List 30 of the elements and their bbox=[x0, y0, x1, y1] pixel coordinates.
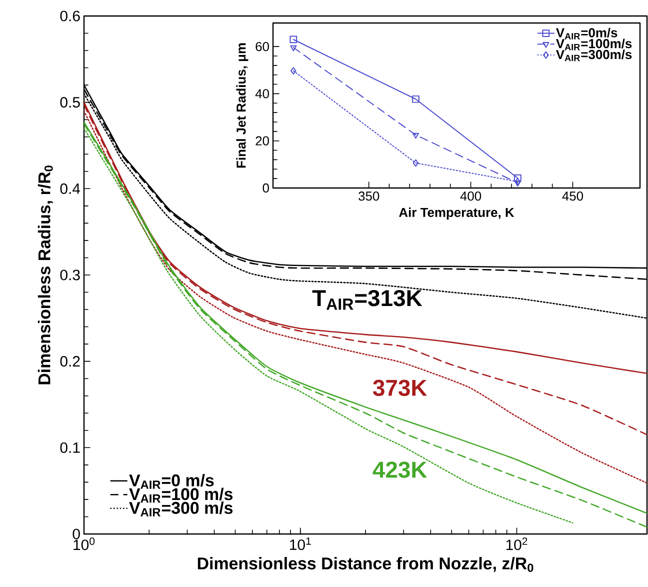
legend-label: V$_{AIR}$=0m/s bbox=[556, 28, 618, 40]
y-tick-label: 0.4 bbox=[60, 183, 80, 194]
x-tick-label: 450 bbox=[562, 192, 584, 201]
y-tick-label: 0.1 bbox=[60, 442, 80, 453]
y-axis-title: Dimensionless Radius, r/R$_{0}$ bbox=[38, 166, 53, 384]
x-tick-label: 10$^{1}$ bbox=[290, 538, 311, 550]
annotation: 373K bbox=[372, 380, 428, 396]
y-tick-label: 0 bbox=[72, 528, 80, 540]
x-axis-title: Dimensionless Distance from Nozzle, z/R$_{0}$ bbox=[198, 557, 534, 572]
x-tick-label: 10$^{2}$ bbox=[506, 538, 528, 550]
y-tick-label: 0 bbox=[262, 183, 269, 193]
y-tick-label: 0.3 bbox=[60, 270, 80, 280]
legend-label: V$_{AIR}$=300 m/s bbox=[129, 502, 233, 516]
x-axis-title: Air Temperature, K bbox=[399, 208, 514, 220]
annotation: 423K bbox=[372, 462, 428, 478]
legend-label: V$_{AIR}$=0 m/s bbox=[129, 474, 214, 489]
annotation: T$_{AIR}$=313K bbox=[312, 290, 422, 310]
x-tick-label: 350 bbox=[358, 192, 380, 201]
legend-label: V$_{AIR}$=100 m/s bbox=[129, 488, 233, 503]
y-tick-label: 40 bbox=[255, 89, 269, 98]
y-tick-label: 0.5 bbox=[60, 97, 80, 108]
legend-label: V$_{AIR}$=100m/s bbox=[556, 38, 632, 50]
x-tick-label: 10$^{0}$ bbox=[74, 538, 95, 550]
y-tick-label: 20 bbox=[256, 136, 269, 146]
y-tick-label: 0.6 bbox=[60, 10, 80, 22]
legend-label: V$_{AIR}$=300m/s bbox=[556, 50, 632, 62]
y-tick-label: 0.2 bbox=[60, 356, 80, 367]
y-axis-title: Final Jet Radius, μm bbox=[236, 43, 248, 168]
y-tick-label: 60 bbox=[256, 42, 269, 52]
x-tick-label: 400 bbox=[460, 192, 482, 201]
